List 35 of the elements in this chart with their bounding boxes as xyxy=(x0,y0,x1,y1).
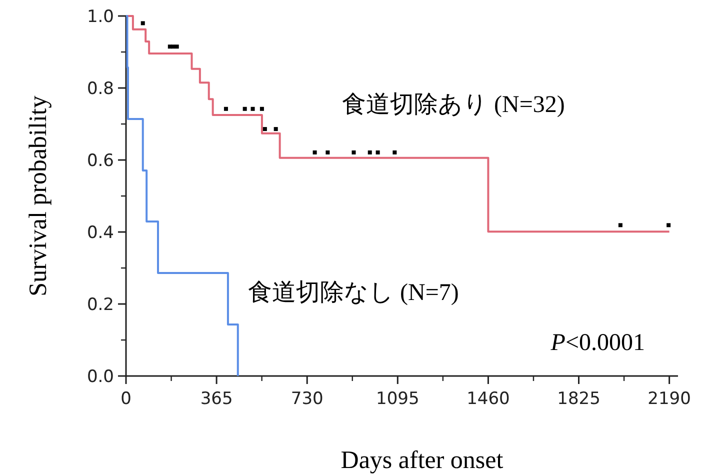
y-tick-label: 1.0 xyxy=(86,7,114,27)
point xyxy=(250,106,255,111)
point xyxy=(224,106,228,111)
y-tick-label: 0.6 xyxy=(86,151,114,171)
annotation: P<0.0001 xyxy=(550,330,645,356)
point xyxy=(274,127,278,132)
point xyxy=(666,223,671,228)
x-tick-label: 1825 xyxy=(557,389,600,409)
y-tick-label: 0.2 xyxy=(86,295,114,315)
series-label: 食道切除あり (N=32) xyxy=(342,92,565,118)
y-tick-label: 0.4 xyxy=(86,223,114,243)
y-tick-label: 0.0 xyxy=(86,367,114,387)
point xyxy=(376,150,380,154)
y-axis-title: Survival probability xyxy=(25,95,52,296)
series-label: 食道切除なし (N=7) xyxy=(248,280,459,306)
point xyxy=(140,21,145,26)
point xyxy=(260,106,264,111)
point xyxy=(618,223,622,228)
point xyxy=(312,150,317,154)
x-tick-label: 1095 xyxy=(376,389,420,409)
x-tick-label: 0 xyxy=(120,389,132,409)
x-tick-label: 2190 xyxy=(648,389,691,409)
point xyxy=(392,150,397,154)
point xyxy=(171,44,176,49)
y-tick-label: 0.8 xyxy=(86,79,114,99)
point xyxy=(174,44,179,49)
x-tick-label: 365 xyxy=(200,389,233,409)
x-tick-label: 1460 xyxy=(466,389,510,409)
x-axis-title: Days after onset xyxy=(340,447,504,474)
point xyxy=(242,106,247,111)
x-tick-label: 730 xyxy=(290,389,324,409)
point xyxy=(368,150,372,154)
point xyxy=(326,150,330,154)
point xyxy=(352,150,356,154)
point xyxy=(262,127,267,132)
